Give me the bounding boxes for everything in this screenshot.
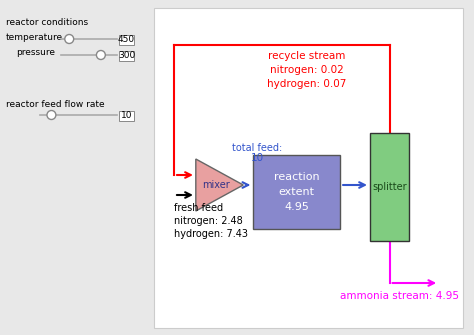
Text: reactor feed flow rate: reactor feed flow rate xyxy=(6,100,105,109)
Text: 450: 450 xyxy=(118,35,135,44)
Polygon shape xyxy=(196,159,243,211)
Text: pressure: pressure xyxy=(16,48,55,57)
FancyBboxPatch shape xyxy=(253,155,340,229)
Circle shape xyxy=(65,35,73,44)
Text: 300: 300 xyxy=(118,51,135,60)
Text: reactor conditions: reactor conditions xyxy=(6,18,88,27)
Text: 10: 10 xyxy=(251,153,264,163)
Text: ammonia stream: 4.95: ammonia stream: 4.95 xyxy=(340,291,459,301)
Circle shape xyxy=(47,111,56,120)
Text: recycle stream
nitrogen: 0.02
hydrogen: 0.07: recycle stream nitrogen: 0.02 hydrogen: … xyxy=(267,51,346,89)
Text: total feed:: total feed: xyxy=(232,143,282,153)
FancyBboxPatch shape xyxy=(119,35,134,45)
Text: 10: 10 xyxy=(121,111,132,120)
FancyBboxPatch shape xyxy=(119,111,134,121)
Text: reaction
extent
4.95: reaction extent 4.95 xyxy=(274,172,319,212)
Text: temperature: temperature xyxy=(6,33,63,42)
FancyBboxPatch shape xyxy=(119,51,134,61)
Circle shape xyxy=(96,51,105,60)
Text: fresh feed
nitrogen: 2.48
hydrogen: 7.43: fresh feed nitrogen: 2.48 hydrogen: 7.43 xyxy=(174,203,248,240)
FancyBboxPatch shape xyxy=(154,8,463,328)
Text: splitter: splitter xyxy=(372,182,407,192)
FancyBboxPatch shape xyxy=(0,0,150,335)
FancyBboxPatch shape xyxy=(370,133,410,241)
Text: mixer: mixer xyxy=(202,180,229,190)
